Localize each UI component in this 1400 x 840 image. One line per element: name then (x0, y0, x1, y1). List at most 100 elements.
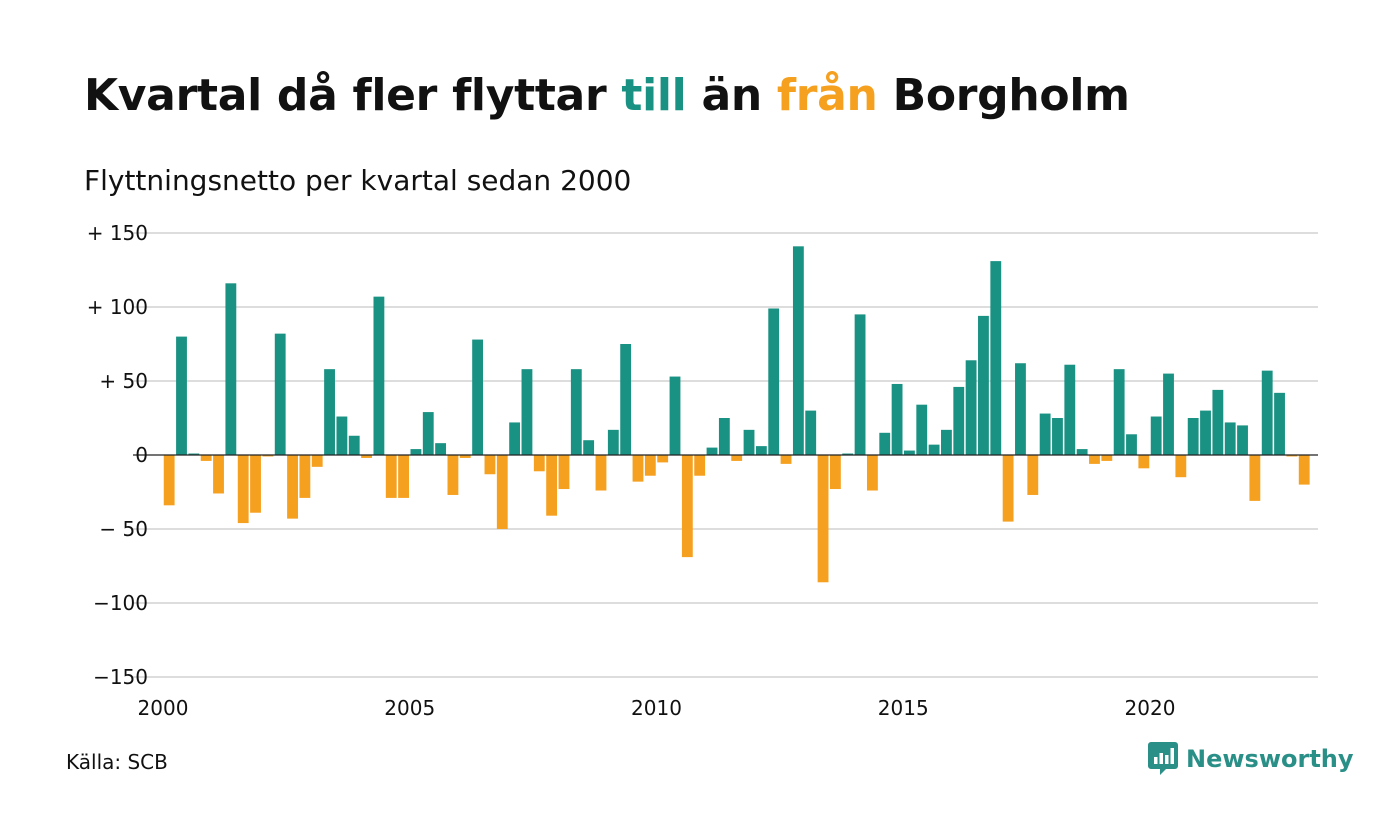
bar (990, 261, 1002, 455)
bar (953, 386, 965, 455)
bars (163, 246, 1310, 583)
bar (521, 369, 533, 455)
bar (1200, 410, 1211, 455)
bar (361, 455, 372, 458)
bar (1187, 418, 1199, 455)
bar (1126, 434, 1137, 455)
x-tick-label: 2000 (138, 696, 189, 720)
bar (373, 296, 385, 455)
bar (965, 360, 977, 455)
bar (743, 429, 755, 455)
bar (706, 447, 718, 455)
bar (657, 455, 669, 463)
bar (583, 440, 595, 455)
bar (1224, 422, 1236, 455)
bar (1261, 370, 1273, 455)
bar (854, 314, 866, 455)
x-tick-label: 2015 (878, 696, 929, 720)
bar (299, 455, 311, 498)
title-highlight-in: till (621, 70, 687, 121)
bar (904, 450, 915, 455)
y-tick-label: + 50 (99, 369, 148, 393)
title-highlight-out: från (776, 70, 878, 121)
bar (620, 344, 632, 455)
title-part-3: Borgholm (877, 70, 1130, 121)
bar (817, 455, 829, 583)
bar (1175, 455, 1187, 478)
bar (916, 404, 928, 455)
bar (324, 369, 335, 455)
bar (1027, 455, 1039, 495)
bar (1286, 455, 1298, 457)
bar (681, 455, 693, 558)
y-tick-label: −100 (93, 591, 148, 615)
bar (570, 369, 582, 455)
bar (496, 455, 508, 529)
bar (422, 412, 434, 455)
bar (731, 455, 743, 461)
bar (718, 418, 730, 455)
bar (842, 453, 854, 455)
bar (200, 455, 212, 461)
title-part-1: Kvartal då fler flyttar (84, 70, 622, 121)
bar (533, 455, 545, 472)
bar (188, 453, 200, 455)
newsworthy-logo[interactable]: Newsworthy (1148, 742, 1354, 776)
bar (472, 339, 484, 455)
bar (1298, 455, 1310, 485)
bar (262, 455, 274, 457)
bar (1237, 425, 1248, 455)
bar (879, 432, 891, 455)
y-tick-label: −150 (93, 665, 148, 689)
bar (768, 308, 780, 455)
bar (644, 455, 656, 476)
bar (459, 455, 471, 458)
bar (1113, 369, 1125, 455)
y-axis: + 150 + 100 + 50 0 − 50 −100 −150 (87, 221, 148, 689)
bar (780, 455, 792, 464)
x-axis: 2000 2005 2010 2015 2020 (138, 696, 1176, 720)
source-note: Källa: SCB (66, 750, 168, 774)
bar (509, 422, 521, 455)
bar (1076, 449, 1088, 455)
bar (1089, 455, 1100, 464)
bar (287, 455, 298, 519)
bar (410, 449, 422, 455)
bar (558, 455, 570, 490)
bar (163, 455, 175, 506)
logo-text: Newsworthy (1186, 745, 1354, 773)
y-tick-label: + 150 (87, 221, 148, 245)
bar (755, 446, 767, 455)
bar (484, 455, 496, 475)
bar (336, 416, 348, 455)
bar (1274, 392, 1285, 455)
bar (1052, 418, 1063, 455)
x-tick-label: 2005 (384, 696, 435, 720)
bar (274, 333, 286, 455)
bar (866, 455, 878, 491)
bar (435, 443, 447, 455)
title-part-2: än (686, 70, 777, 121)
bar (829, 455, 841, 490)
bar (891, 383, 903, 455)
bar (1039, 413, 1051, 455)
bar (1101, 455, 1113, 461)
bar (225, 283, 237, 455)
bar (1138, 455, 1150, 469)
bar (1150, 416, 1162, 455)
bar (250, 455, 261, 513)
bar (669, 376, 681, 455)
bar (311, 455, 323, 467)
bar (213, 455, 224, 494)
bar (805, 410, 817, 455)
bar (348, 435, 360, 455)
bar (978, 315, 989, 455)
bar (792, 246, 804, 455)
chart-subtitle: Flyttningsnetto per kvartal sedan 2000 (84, 164, 632, 197)
bar (447, 455, 459, 495)
chart-title: Kvartal då fler flyttar till än från Bor… (84, 70, 1130, 121)
x-tick-label: 2020 (1125, 696, 1176, 720)
bar (1015, 363, 1026, 455)
bar (176, 336, 187, 455)
